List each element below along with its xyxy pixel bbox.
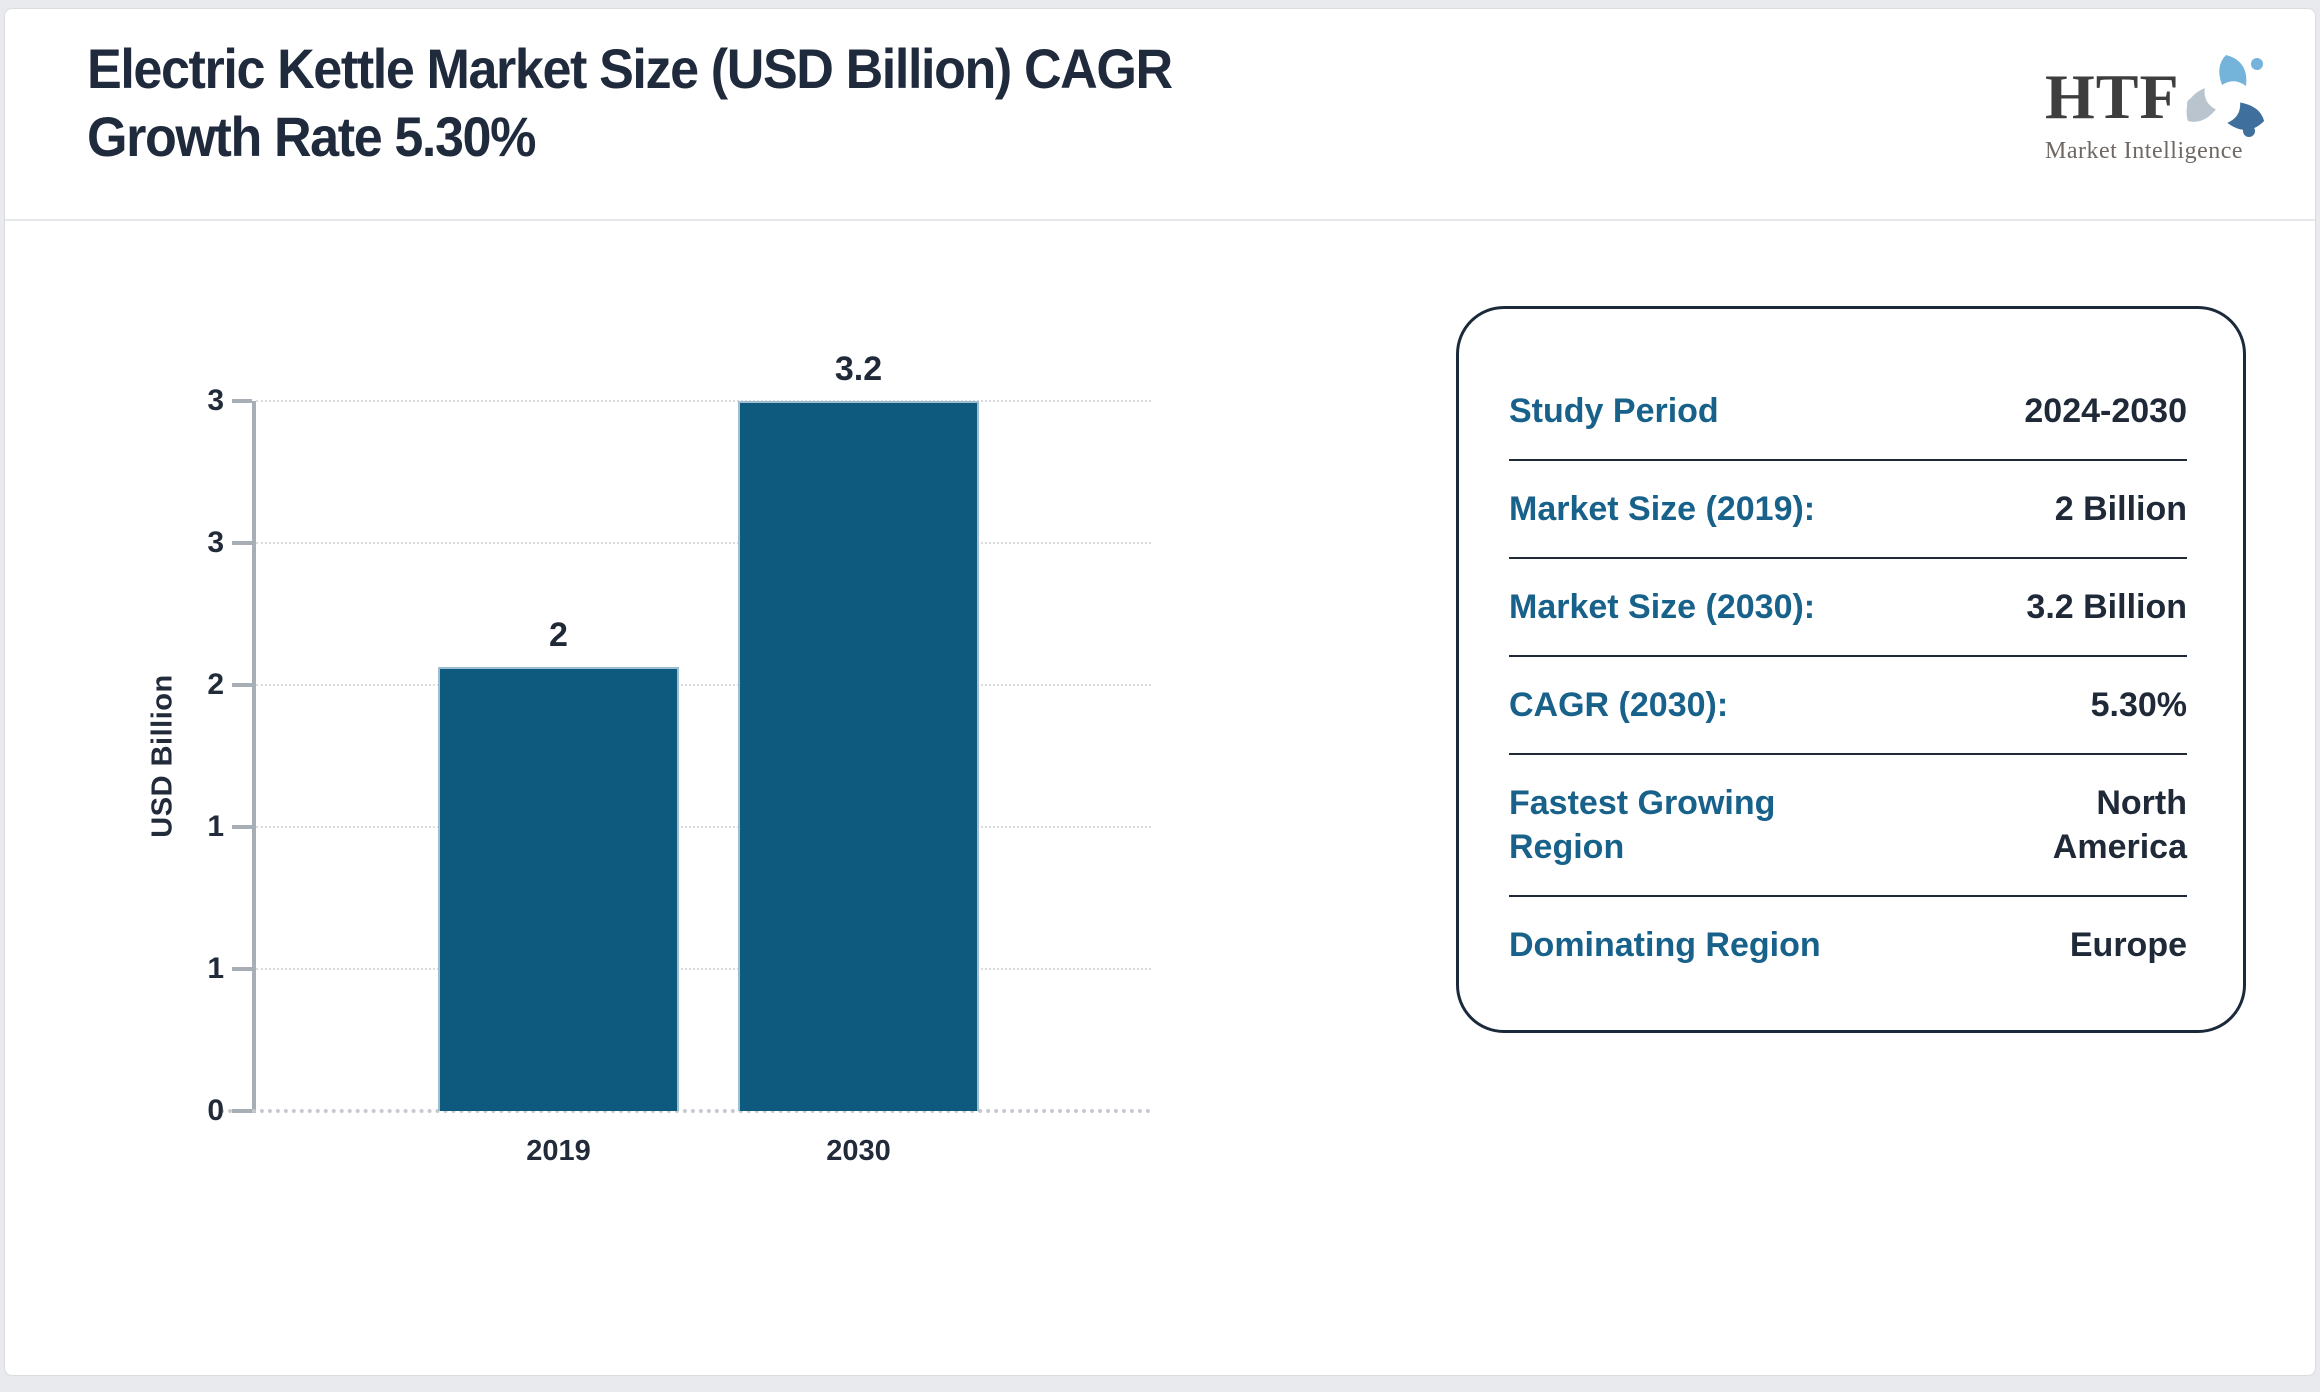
panel-value: North America [1849,781,2187,869]
y-tick-mark [232,825,252,829]
bar-value-label: 3.2 [834,350,883,388]
bar-2019 [438,667,679,1111]
panel-value: 2024-2030 [2024,392,2187,430]
panel-label: Market Size (2030): [1509,588,1816,626]
htf-logo: HTF Market Intelligence [2045,47,2285,165]
panel-value: 3.2 Billion [2026,588,2187,626]
summary-panel: Study Period 2024-2030 Market Size (2019… [1456,306,2246,1033]
panel-label: CAGR (2030): [1509,686,1729,724]
panel-row-dominating-region: Dominating Region Europe [1509,897,2187,993]
gridline [256,826,1151,828]
y-tick-label: 2 [207,668,224,701]
panel-label: Fastest Growing Region [1509,784,1776,866]
bar-chart: 0 1 1 2 3 3 2 2019 3.2 2030 [207,350,1151,1167]
panel-label: Dominating Region [1509,926,1821,964]
panel-label: Study Period [1509,392,1719,430]
x-axis-baseline [220,1109,1151,1113]
gridline [256,684,1151,686]
htf-swirl-icon [2176,47,2276,152]
y-tick-mark [232,399,252,403]
panel-row-market-size-2019: Market Size (2019): 2 Billion [1509,461,2187,559]
htf-logo-row: HTF [2045,47,2285,152]
y-axis-title: USD Billion [146,674,179,838]
y-tick-label: 1 [207,952,224,985]
x-tick-label: 2030 [826,1135,891,1167]
y-tick-label: 1 [207,810,224,843]
bar-value-label: 2 [549,616,568,655]
panel-row-cagr: CAGR (2030): 5.30% [1509,657,2187,755]
htf-logo-text: HTF [2045,61,2180,132]
page-title: Electric Kettle Market Size (USD Billion… [87,35,1173,171]
y-tick-mark [232,967,252,971]
panel-row-study-period: Study Period 2024-2030 [1509,363,2187,461]
gridline [256,542,1151,544]
panel-value-text: North America [2052,784,2187,866]
x-tick-label: 2019 [526,1135,591,1167]
panel-label: Market Size (2019): [1509,490,1816,528]
panel-value: 2 Billion [2054,490,2187,528]
panel-row-fastest-growing-region: Fastest Growing Region North America [1509,755,2187,897]
y-tick-mark [232,683,252,687]
y-tick-label: 0 [207,1094,224,1127]
y-tick-mark [232,541,252,545]
y-tick-label: 3 [207,526,224,559]
y-axis-line [252,401,256,1113]
page-title-line2: Growth Rate 5.30% [87,105,536,168]
htf-logo-subtext: Market Intelligence [2045,138,2244,164]
gridline [256,968,1151,970]
panel-value: Europe [2069,926,2187,964]
page-title-line1: Electric Kettle Market Size (USD Billion… [87,37,1173,100]
gridline [256,400,1151,402]
bar-2030 [738,401,979,1111]
panel-value: 5.30% [2090,686,2187,724]
report-card: Electric Kettle Market Size (USD Billion… [4,8,2316,1376]
y-tick-label: 3 [207,384,224,417]
panel-row-market-size-2030: Market Size (2030): 3.2 Billion [1509,559,2187,657]
header-divider [5,219,2315,221]
y-tick-mark [232,1109,252,1113]
